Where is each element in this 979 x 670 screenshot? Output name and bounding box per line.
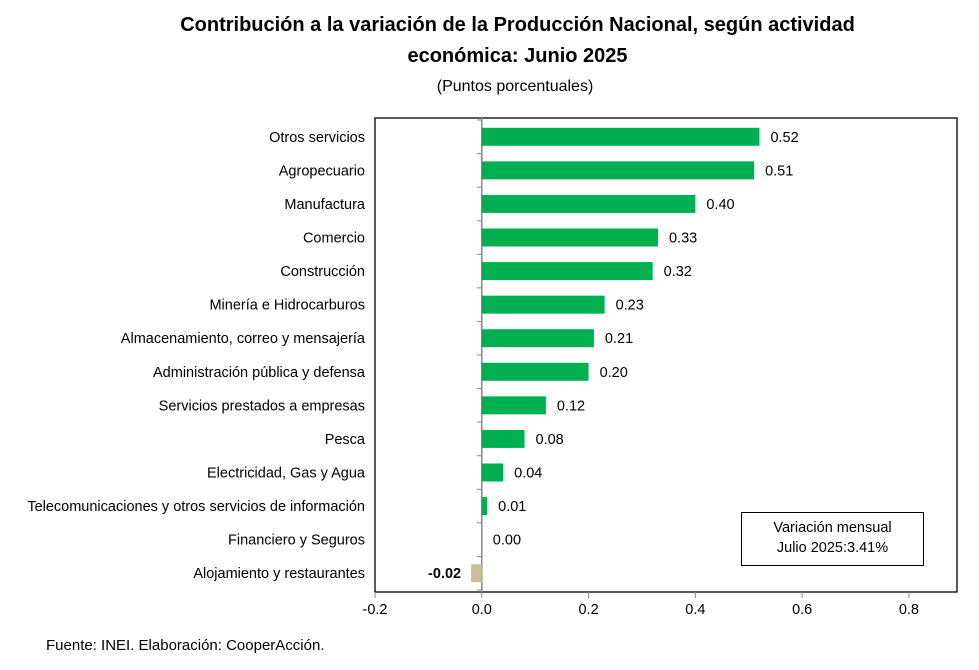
x-tick-label: 0.2 [578, 602, 598, 618]
category-label: Electricidad, Gas y Agua [207, 466, 366, 482]
category-label: Alojamiento y restaurantes [193, 566, 365, 582]
data-label: 0.21 [605, 331, 633, 347]
data-label: 0.23 [616, 298, 644, 314]
category-label: Administración pública y defensa [153, 365, 366, 381]
x-tick-label: 0.8 [899, 602, 919, 618]
category-label: Financiero y Seguros [228, 533, 365, 549]
plot-frame [374, 117, 958, 593]
category-label: Comercio [303, 231, 365, 247]
x-tick-label: 0.4 [685, 602, 705, 618]
data-label: 0.04 [514, 466, 542, 482]
bar [481, 127, 760, 146]
data-label: 0.08 [536, 432, 564, 448]
bar [481, 228, 658, 247]
bar [481, 329, 594, 348]
data-label: 0.12 [557, 398, 585, 414]
category-label: Servicios prestados a empresas [159, 398, 365, 414]
bar [481, 262, 653, 281]
bar [481, 194, 696, 213]
x-tick-label: 0.6 [792, 602, 812, 618]
bar [481, 362, 589, 381]
bar [471, 564, 482, 583]
data-label: 0.01 [498, 499, 526, 515]
x-tick-label: 0.0 [472, 602, 492, 618]
category-label: Minería e Hidrocarburos [209, 298, 365, 314]
category-label: Telecomunicaciones y otros servicios de … [27, 499, 365, 515]
data-label: 0.40 [706, 197, 734, 213]
data-label: 0.20 [600, 365, 628, 381]
chart-title-line2: económica: Junio 2025 [407, 45, 628, 67]
annotation-box: Variación mensual Julio 2025:3.41% [741, 512, 924, 566]
bar [481, 295, 605, 314]
bar [481, 429, 525, 448]
source-note: Fuente: INEI. Elaboración: CooperAcción. [46, 637, 325, 654]
category-label: Agropecuario [279, 163, 365, 179]
data-label: 0.00 [493, 533, 521, 549]
chart-subtitle: (Puntos porcentuales) [436, 78, 594, 95]
category-label: Almacenamiento, correo y mensajería [121, 331, 366, 347]
data-label: 0.33 [669, 231, 697, 247]
category-label: Manufactura [284, 197, 366, 213]
category-label: Otros servicios [269, 130, 365, 146]
x-tick-label: -0.2 [363, 602, 388, 618]
data-label: -0.02 [428, 566, 461, 582]
bar [481, 396, 546, 415]
data-label: 0.52 [770, 130, 798, 146]
bar [481, 497, 488, 516]
bar [481, 161, 755, 180]
bar [481, 463, 504, 482]
annotation-line2: Julio 2025:3.41% [776, 540, 889, 556]
category-label: Pesca [325, 432, 366, 448]
data-label: 0.51 [765, 163, 793, 179]
data-label: 0.32 [664, 264, 692, 280]
annotation-line1: Variación mensual [773, 520, 892, 536]
category-label: Construcción [280, 264, 365, 280]
chart-title-line1: Contribución a la variación de la Produc… [180, 14, 855, 36]
